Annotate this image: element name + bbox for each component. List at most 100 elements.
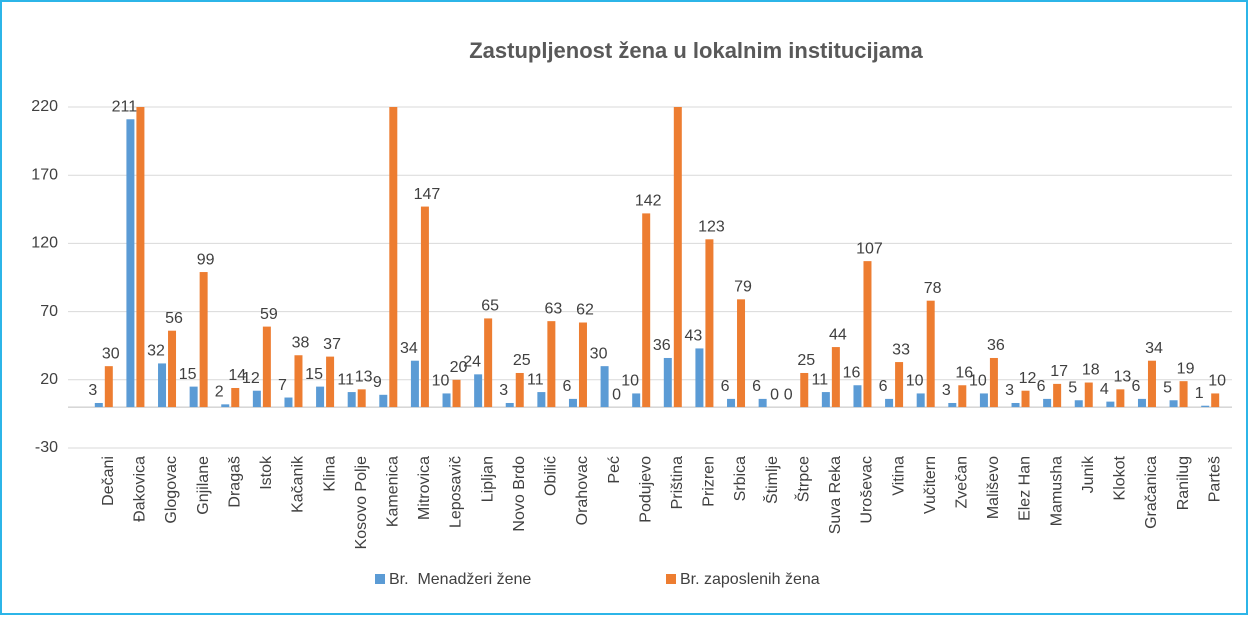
bar <box>284 397 293 408</box>
data-label: 25 <box>797 352 815 369</box>
bar <box>632 393 641 408</box>
bar <box>474 374 483 408</box>
x-tick-label: Vučitern <box>922 456 939 514</box>
y-tick-label: 220 <box>31 98 58 115</box>
bar <box>357 389 366 408</box>
data-label: 44 <box>829 326 847 343</box>
bar <box>189 386 198 408</box>
bar <box>505 402 514 408</box>
data-label: 17 <box>1050 363 1068 380</box>
bar <box>221 404 230 408</box>
bar <box>853 385 862 408</box>
data-label: 5 <box>1163 379 1172 396</box>
data-label: 6 <box>1132 378 1141 395</box>
legend-label: Br. Menadžeri žene <box>389 571 531 588</box>
bar <box>979 393 988 408</box>
data-label: 7 <box>278 377 287 394</box>
data-label: 10 <box>621 373 639 390</box>
data-label: 10 <box>969 373 987 390</box>
bar <box>1011 402 1020 408</box>
x-tick-label: Štimlje <box>762 456 781 504</box>
data-label: 30 <box>102 345 120 362</box>
data-label: 63 <box>544 300 562 317</box>
bar <box>126 119 135 408</box>
data-label: 211 <box>112 98 138 115</box>
data-label: 34 <box>400 340 418 357</box>
bar <box>916 393 925 408</box>
data-label: 78 <box>924 280 942 297</box>
data-label: 36 <box>987 337 1005 354</box>
data-label: 6 <box>721 378 730 395</box>
bar <box>663 357 672 408</box>
x-tick-label: Srbica <box>732 456 749 501</box>
bar <box>158 363 167 408</box>
data-label: 0 <box>770 386 779 403</box>
x-tick-label: Vitina <box>890 456 907 496</box>
data-label: 16 <box>955 364 973 381</box>
data-label: 79 <box>734 279 752 296</box>
bar <box>316 386 325 408</box>
bar <box>1053 383 1062 408</box>
data-label: 65 <box>481 298 499 315</box>
bar <box>737 299 746 408</box>
bar <box>1106 401 1115 408</box>
bar <box>821 392 830 408</box>
x-tick-label: Leposavič <box>448 456 465 528</box>
data-label: 34 <box>1145 340 1163 357</box>
bar <box>484 318 493 408</box>
y-tick-label: 170 <box>31 166 58 183</box>
data-label: 10 <box>1208 373 1226 390</box>
data-label: 3 <box>499 382 508 399</box>
data-label: 99 <box>197 251 215 268</box>
x-tick-label: Dragaš <box>226 456 243 508</box>
bar <box>136 107 145 408</box>
data-label: 30 <box>590 345 608 362</box>
x-tick-label: Mališevo <box>985 456 1002 519</box>
bar <box>379 394 388 408</box>
data-label: 19 <box>1177 360 1195 377</box>
bar <box>1201 405 1210 408</box>
data-label: 33 <box>892 341 910 358</box>
x-tick-label: Elez Han <box>1017 456 1034 521</box>
data-label: 12 <box>242 370 260 387</box>
data-label: 6 <box>563 378 572 395</box>
bar <box>252 390 261 408</box>
bar <box>568 398 577 408</box>
data-label: 15 <box>305 366 323 383</box>
bar <box>94 402 103 408</box>
bar <box>1116 389 1125 408</box>
bar <box>800 372 809 408</box>
data-label: 15 <box>179 366 197 383</box>
bar <box>1137 398 1146 408</box>
data-label: 25 <box>513 352 531 369</box>
bar <box>600 366 609 408</box>
bar <box>989 357 998 408</box>
x-tick-label: Gnjilane <box>195 456 212 515</box>
x-tick-label: Lipljan <box>479 456 496 502</box>
bar <box>863 261 872 408</box>
bar <box>537 392 546 408</box>
x-tick-label: Kamenica <box>385 456 402 527</box>
data-label: 6 <box>879 378 888 395</box>
data-label: 123 <box>698 219 725 236</box>
y-tick-label: 20 <box>40 371 58 388</box>
x-tick-label: Parteš <box>1206 456 1223 502</box>
bar <box>1043 398 1052 408</box>
x-tick-label: Orahovac <box>574 456 591 525</box>
bar <box>578 322 587 408</box>
bar <box>895 362 904 408</box>
bar <box>1021 390 1030 408</box>
bar <box>673 107 682 408</box>
x-tick-label: Klokot <box>1112 455 1129 500</box>
data-label: 107 <box>856 240 883 257</box>
data-label: 9 <box>373 374 382 391</box>
x-tick-label: Podujevo <box>637 456 654 523</box>
x-tick-label: Uroševac <box>859 456 876 524</box>
bar <box>727 398 736 408</box>
bar <box>326 356 335 408</box>
x-tick-label: Obilić <box>543 456 560 496</box>
x-tick-label: Štrpce <box>793 456 812 502</box>
bar <box>104 366 113 408</box>
